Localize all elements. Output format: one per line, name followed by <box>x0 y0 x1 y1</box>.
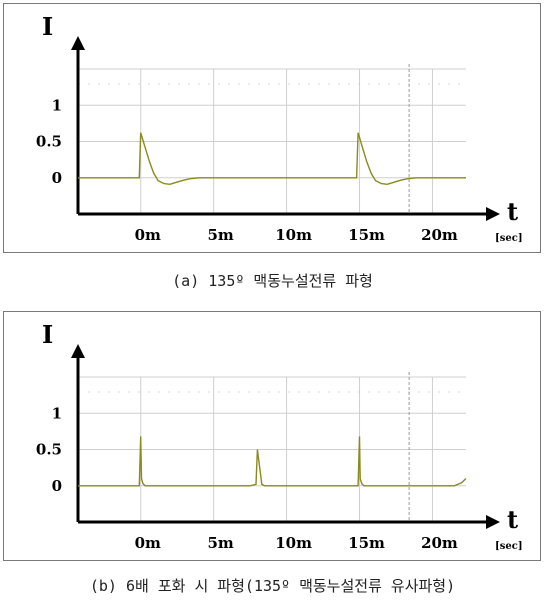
x-tick-label: 15m <box>348 534 385 552</box>
waveform-line <box>78 132 466 186</box>
x-axis-arrow <box>486 515 500 529</box>
x-tick-label: 5m <box>207 534 233 552</box>
waveform-chart-b: It [sec] 1 0.5 0 0m 5m 10m 15m 20m <box>36 320 523 552</box>
x-axis-unit: [sec] <box>495 233 523 244</box>
caption-a: (a) 135º 맥동누설전류 파형 <box>172 272 373 290</box>
x-tick-label: 0m <box>135 534 161 552</box>
y-tick-label: 1 <box>52 404 62 422</box>
caption-b: (b) 6배 포화 시 파형(135º 맥동누설전류 유사파형) <box>89 577 456 595</box>
x-axis-unit: [sec] <box>495 541 523 552</box>
x-tick-label: 20m <box>421 534 458 552</box>
x-tick-label: 20m <box>421 226 458 244</box>
x-tick-label: 15m <box>348 226 385 244</box>
y-axis-arrow <box>71 344 85 358</box>
waveform-line <box>78 436 467 487</box>
y-tick-label: 0 <box>52 477 62 495</box>
x-axis-label: t <box>507 197 518 226</box>
y-tick-label: 0.5 <box>36 441 62 459</box>
x-tick-label: 10m <box>275 534 312 552</box>
y-axis-label: I <box>42 320 53 349</box>
x-tick-label: 10m <box>275 226 312 244</box>
y-tick-label: 0.5 <box>36 133 62 151</box>
y-tick-label: 0 <box>52 169 62 187</box>
waveform-chart-a: It [sec] 1 0.5 0 0m 5m 10m 15m 20m <box>36 12 523 244</box>
y-tick-label: 1 <box>52 96 62 114</box>
x-tick-label: 0m <box>135 226 161 244</box>
x-axis-label: t <box>507 505 518 534</box>
y-axis-label: I <box>42 12 53 41</box>
y-axis-arrow <box>71 36 85 50</box>
x-tick-label: 5m <box>207 226 233 244</box>
x-axis-arrow <box>486 207 500 221</box>
